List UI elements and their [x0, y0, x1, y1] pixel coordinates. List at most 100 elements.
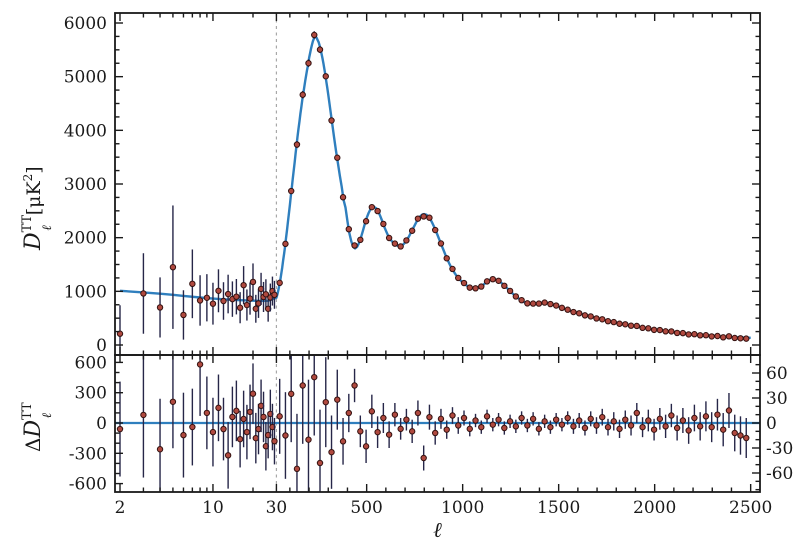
residual-point-binned	[420, 454, 427, 462]
data-point-binned	[593, 315, 600, 322]
data-point-binned	[489, 275, 497, 283]
y-tick-label-lower-right: -30	[766, 439, 793, 459]
residual-point-binned	[443, 426, 450, 433]
data-point-lowl	[224, 290, 232, 298]
residual-point-binned	[449, 412, 456, 419]
residual-point-binned	[518, 414, 525, 422]
data-point-binned	[426, 214, 433, 221]
data-point-lowl	[246, 295, 254, 302]
residual-point-binned	[489, 421, 497, 428]
residual-point-binned	[731, 429, 738, 437]
x-tick-label: 1000	[441, 498, 484, 518]
residual-point-binned	[403, 416, 410, 423]
data-point-binned	[587, 313, 594, 320]
y-tick-label-upper: 3000	[64, 175, 107, 195]
residual-point-binned	[639, 423, 646, 431]
residual-point-binned	[547, 423, 554, 431]
data-point-binned	[547, 300, 554, 308]
data-point-binned	[743, 335, 750, 342]
residual-point-binned	[495, 416, 502, 423]
data-point-binned	[368, 203, 376, 211]
residual-point-binned	[541, 418, 548, 425]
data-point-lowl	[271, 291, 278, 299]
data-point-binned	[604, 318, 612, 325]
residual-point-lowl	[243, 428, 251, 436]
data-point-binned	[408, 227, 416, 234]
data-point-lowl	[262, 291, 270, 298]
y-tick-label-lower-left: -600	[69, 475, 107, 495]
data-point-binned	[696, 332, 704, 339]
data-point-binned	[437, 240, 445, 247]
residual-point-binned	[720, 426, 727, 433]
residual-point-binned	[702, 413, 710, 420]
residual-point-binned	[432, 429, 439, 437]
x-tick-label: 2500	[729, 498, 772, 518]
x-tick-label: 10	[202, 498, 224, 518]
residual-point-binned	[460, 414, 468, 422]
residual-point-binned	[408, 428, 416, 435]
x-axis-label: ℓ	[433, 518, 442, 542]
data-point-binned	[478, 283, 485, 290]
residual-point-lowl	[169, 398, 177, 405]
data-point-binned	[650, 326, 658, 334]
data-point-binned	[455, 274, 462, 282]
data-point-lowl	[249, 278, 257, 286]
residual-point-binned	[414, 409, 422, 417]
data-point-lowl	[240, 281, 247, 289]
residual-point-lowl	[224, 452, 232, 459]
residual-point-binned	[725, 407, 733, 414]
data-point-binned	[633, 322, 641, 330]
data-point-binned	[639, 324, 646, 332]
residual-point-binned	[426, 413, 433, 421]
data-point-binned	[506, 287, 514, 295]
y-tick-label-upper: 2000	[64, 229, 107, 249]
residual-point-binned	[385, 431, 393, 438]
data-point-lowl	[233, 293, 240, 300]
residual-point-binned	[633, 409, 641, 417]
residual-point-lowl	[252, 434, 260, 442]
data-point-binned	[385, 234, 393, 242]
residual-point-binned	[351, 382, 358, 389]
data-point-binned	[581, 312, 589, 319]
residual-point-binned	[691, 414, 698, 422]
data-point-lowl	[116, 330, 124, 337]
residual-point-binned	[380, 414, 387, 422]
data-point-binned	[616, 320, 623, 327]
x-tick-label: 1500	[537, 498, 580, 518]
data-point-binned	[345, 225, 353, 233]
x-tick-label: 500	[350, 498, 382, 518]
residual-point-lowl	[209, 428, 217, 436]
data-point-binned	[472, 285, 479, 292]
residual-point-binned	[478, 423, 485, 431]
data-point-binned	[662, 328, 669, 335]
residual-point-binned	[714, 411, 721, 418]
data-point-binned	[576, 310, 583, 317]
data-point-binned	[622, 321, 629, 328]
data-point-binned	[645, 325, 652, 332]
residual-point-binned	[455, 422, 462, 429]
data-point-binned	[328, 117, 335, 124]
residual-point-binned	[650, 426, 658, 433]
data-point-binned	[414, 215, 422, 222]
data-point-binned	[731, 334, 738, 342]
residual-point-binned	[587, 415, 594, 423]
data-point-binned	[391, 240, 399, 247]
y-tick-label-upper: 6000	[64, 14, 107, 34]
data-point-binned	[357, 236, 364, 244]
y-tick-label-lower-left: 600	[75, 353, 107, 373]
residual-point-lowl	[156, 446, 164, 453]
data-point-lowl	[196, 297, 204, 304]
residual-point-binned	[311, 373, 318, 381]
data-point-lowl	[189, 280, 196, 288]
data-point-lowl	[140, 290, 147, 297]
residual-point-binned	[743, 434, 750, 442]
y-tick-label-upper: 1000	[64, 282, 107, 302]
residual-point-binned	[288, 390, 295, 398]
data-point-binned	[316, 46, 324, 53]
residual-point-binned	[466, 425, 473, 433]
data-point-binned	[339, 194, 347, 201]
data-point-binned	[691, 331, 698, 338]
data-point-binned	[529, 300, 537, 307]
data-point-binned	[656, 326, 664, 334]
data-point-binned	[334, 154, 341, 161]
